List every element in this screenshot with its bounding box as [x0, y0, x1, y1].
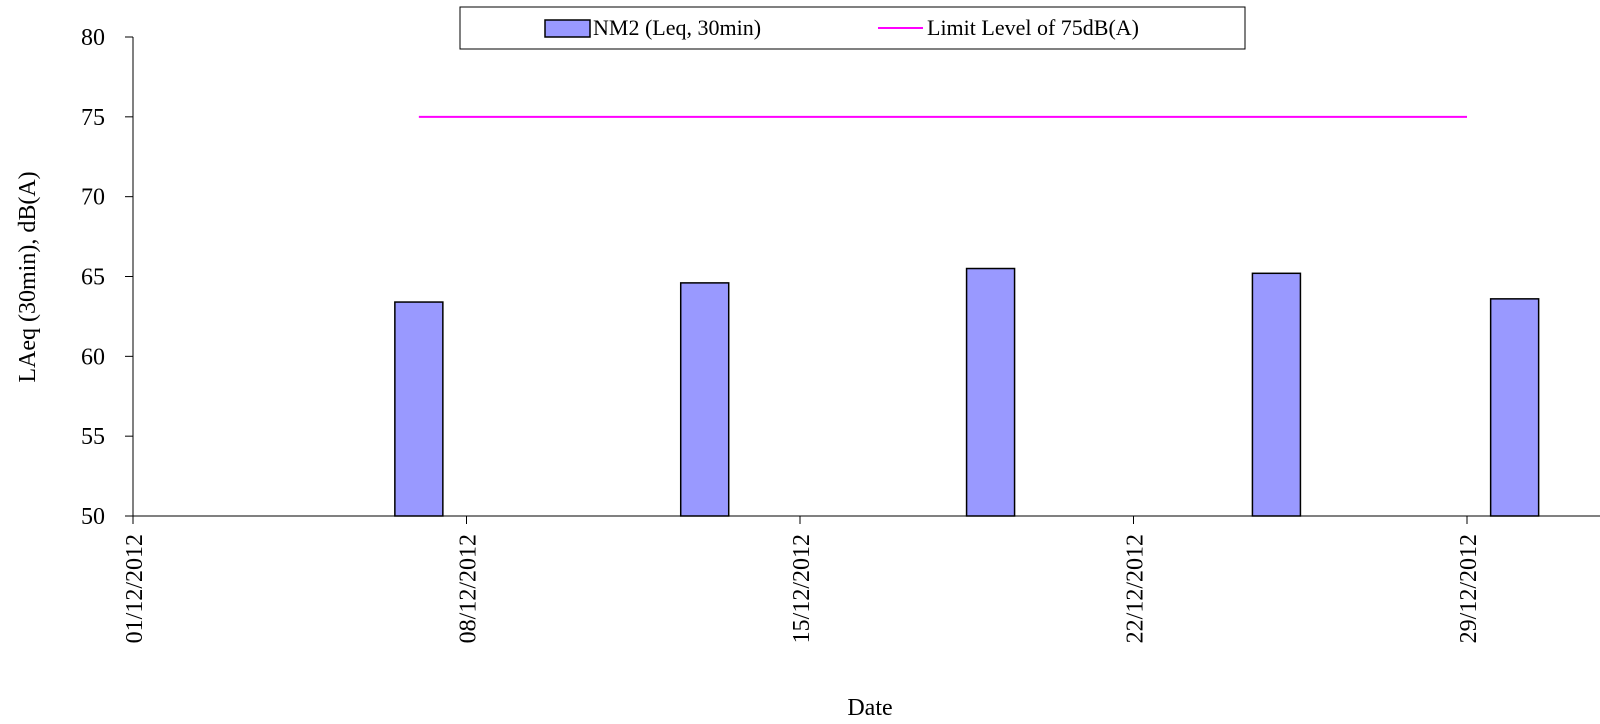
y-axis-title: LAeq (30min), dB(A): [15, 171, 41, 382]
y-tick-label: 55: [81, 424, 105, 450]
legend-label-line: Limit Level of 75dB(A): [927, 15, 1139, 40]
plot-area: 50 55 60 65 70 75 80 01/12/2012 08/12/2012 15/12/…: [81, 25, 1600, 643]
x-tick-label: 29/12/2012: [1456, 534, 1482, 643]
y-tick-label: 60: [81, 344, 105, 370]
x-tick-label: 01/12/2012: [122, 534, 148, 643]
y-tick-label: 70: [81, 185, 105, 211]
x-tick-label: 22/12/2012: [1123, 534, 1149, 643]
legend-label-bar: NM2 (Leq, 30min): [593, 15, 761, 40]
legend-frame: [459, 6, 1246, 50]
bar: [1489, 298, 1540, 517]
y-tick-label: 65: [81, 265, 105, 291]
bar: [1251, 272, 1302, 517]
bar: [679, 282, 730, 517]
legend-swatch-bar: [544, 19, 591, 38]
bar: [965, 267, 1016, 517]
x-tick-label: 08/12/2012: [456, 534, 482, 643]
bar: [394, 301, 444, 517]
legend: NM2 (Leq, 30min) Limit Level of 75dB(A): [459, 6, 1246, 50]
y-tick-label: 75: [81, 105, 105, 131]
y-tick-label: 50: [81, 504, 105, 530]
x-tick-label: 15/12/2012: [789, 534, 815, 643]
y-tick-label: 80: [81, 25, 105, 51]
x-axis-title: Date: [847, 695, 892, 721]
